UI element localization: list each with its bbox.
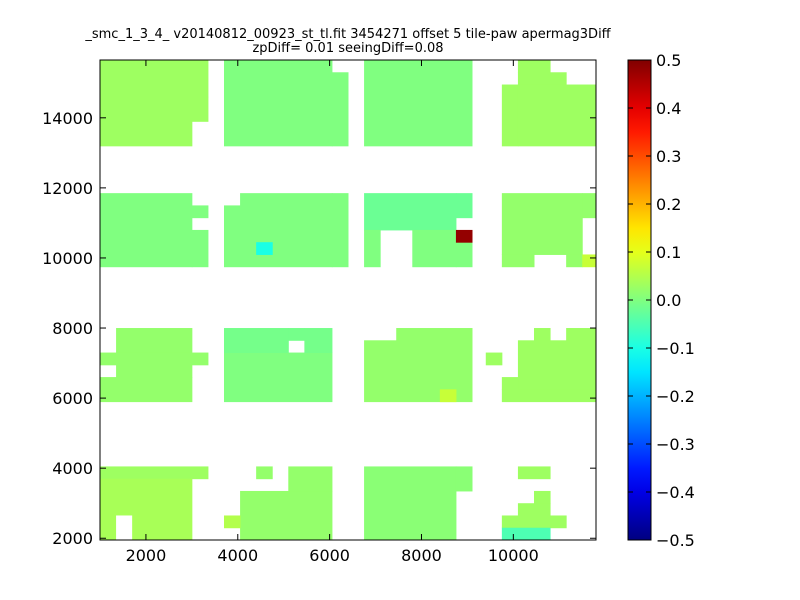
heatmap-cell <box>256 466 273 480</box>
heatmap-cell <box>100 60 209 98</box>
colorbar-axis: −0.5 −0.4 −0.3 −0.2 −0.1 0.0 0.1 0.2 0.3 0.4 0.5 <box>628 51 695 550</box>
heatmap-cell <box>501 527 551 541</box>
heatmap-cell <box>240 490 333 541</box>
x-tick-label: 8000 <box>401 546 442 565</box>
colorbar-tick-label: 0.1 <box>656 243 681 262</box>
heatmap-cell <box>485 352 503 366</box>
colorbar-tick-label: −0.5 <box>656 531 695 550</box>
heatmap-cell <box>534 490 551 504</box>
heatmap-cell <box>517 340 597 390</box>
heatmap-cell <box>412 229 457 268</box>
x-axis: 2000 4000 6000 8000 10000 <box>126 60 539 565</box>
heatmap-cell <box>396 328 473 341</box>
y-tick-label: 12000 <box>42 179 93 198</box>
heatmap-cell <box>455 193 473 219</box>
heatmap-cell <box>439 389 457 403</box>
heatmap-cell <box>100 377 193 403</box>
y-tick-label: 8000 <box>52 319 93 338</box>
heatmap-cell <box>288 466 333 492</box>
heatmap-cell <box>256 242 273 255</box>
heatmap-cell <box>517 466 551 480</box>
heatmap-cell <box>582 254 597 268</box>
heatmap-cell <box>191 205 209 219</box>
heatmap-cell <box>100 466 209 480</box>
colorbar-tick-label: 0.4 <box>656 99 681 118</box>
heatmap-cell <box>191 96 209 122</box>
heatmap-cell <box>100 193 193 268</box>
heatmap-cell <box>501 515 567 529</box>
y-tick-label: 10000 <box>42 249 93 268</box>
plot-frame <box>99 59 597 541</box>
chart-title-line-1: _smc_1_3_4_ v20140812_00923_st_tl.fit 34… <box>84 27 611 42</box>
colorbar-tick-label: −0.2 <box>656 387 695 406</box>
heatmap-cell <box>517 60 551 73</box>
x-tick-label: 4000 <box>217 546 258 565</box>
heatmap-cell <box>116 364 193 378</box>
heatmap-cell <box>224 205 333 268</box>
heatmap-cell <box>517 84 597 147</box>
y-tick-label: 14000 <box>42 109 93 128</box>
heatmap-cell <box>331 72 349 147</box>
heatmap-cell <box>364 466 457 541</box>
x-tick-label: 10000 <box>488 546 539 565</box>
heatmap-cell <box>534 328 551 341</box>
colorbar-tick-label: −0.3 <box>656 435 695 454</box>
heatmap-cell <box>566 328 597 341</box>
heatmap-cell <box>288 328 305 341</box>
heatmap-cell <box>364 60 473 147</box>
colorbar-tick-label: 0.2 <box>656 195 681 214</box>
heatmap-cell <box>100 96 193 147</box>
colorbar-tick-label: 0.3 <box>656 147 681 166</box>
heatmap-cell <box>501 377 519 390</box>
heatmap-cell <box>364 193 457 231</box>
heatmap-blank-cell <box>116 515 133 540</box>
heatmap-cell <box>224 328 289 354</box>
heatmap-cell <box>501 84 519 147</box>
y-tick-label: 2000 <box>52 529 93 548</box>
heatmap-cell <box>501 193 583 255</box>
heatmap-cell <box>517 503 551 516</box>
heatmap-cell <box>304 328 333 354</box>
heatmap-cell <box>455 229 473 243</box>
heatmap-cell <box>517 72 567 86</box>
heatmap-cell <box>455 242 473 268</box>
colorbar-tick-label: 0.0 <box>656 291 681 310</box>
heatmap-cell <box>501 389 597 403</box>
heatmap-cell <box>582 193 597 219</box>
heatmap-cell <box>100 352 209 366</box>
colorbar-tick-label: 0.5 <box>656 51 681 70</box>
y-tick-label: 6000 <box>52 389 93 408</box>
heatmap-cells <box>100 60 597 541</box>
heatmap-cell <box>455 466 473 492</box>
heatmap-cell <box>191 229 209 268</box>
heatmap-cell <box>224 515 241 529</box>
heatmap-cell <box>501 254 535 268</box>
heatmap-cell <box>224 60 333 147</box>
x-tick-label: 6000 <box>309 546 350 565</box>
heatmap-cell <box>240 193 333 206</box>
heatmap-cell <box>364 229 381 268</box>
heatmap-cell <box>224 352 333 403</box>
colorbar-tick-label: −0.4 <box>656 483 695 502</box>
heatmap-cell <box>100 478 193 541</box>
y-tick-label: 4000 <box>52 459 93 478</box>
heatmap-cell <box>331 193 349 268</box>
chart-title-line-2: zpDiff= 0.01 seeingDiff=0.08 <box>252 41 443 56</box>
heatmap-cell <box>116 328 193 354</box>
y-axis: 2000 4000 6000 8000 10000 12000 14000 <box>42 109 596 548</box>
x-tick-label: 2000 <box>126 546 167 565</box>
colorbar-tick-label: −0.1 <box>656 339 695 358</box>
heatmap-cell <box>566 254 583 268</box>
